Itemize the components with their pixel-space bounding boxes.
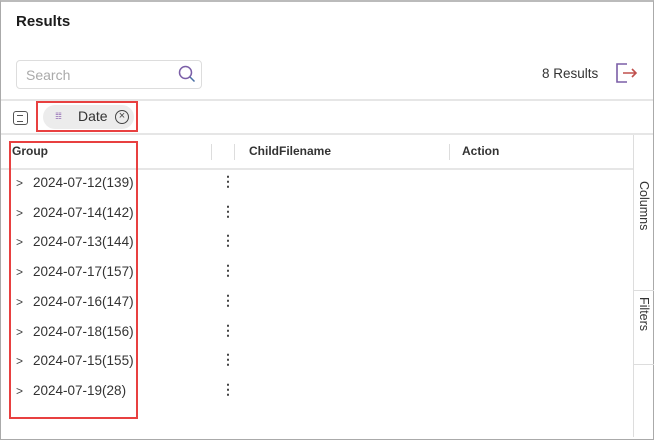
column-header-action[interactable]: Action	[462, 144, 500, 158]
divider	[1, 99, 653, 101]
drag-grip-icon[interactable]: ⁞⁞⁞⁞	[55, 111, 62, 121]
kebab-menu-icon[interactable]: ⋮	[221, 232, 235, 249]
group-panel-icon[interactable]	[13, 111, 28, 125]
chevron-right-icon[interactable]: >	[16, 176, 24, 190]
kebab-menu-icon[interactable]: ⋮	[221, 173, 235, 189]
side-panel: Columns Filters	[633, 135, 654, 437]
column-header-group[interactable]: Group	[12, 144, 48, 158]
kebab-menu-icon[interactable]: ⋮	[221, 380, 235, 397]
group-label: 2024-07-16(147)	[33, 293, 134, 309]
group-chip-date[interactable]: ⁞⁞⁞⁞ Date ×	[43, 105, 134, 129]
tab-filters[interactable]: Filters	[634, 291, 654, 365]
group-label: 2024-07-18(156)	[33, 323, 134, 339]
chevron-right-icon[interactable]: >	[16, 324, 24, 339]
group-label: 2024-07-13(144)	[33, 234, 134, 250]
kebab-menu-icon[interactable]: ⋮	[221, 202, 235, 219]
group-label: 2024-07-12(139)	[33, 175, 134, 190]
search-icon[interactable]	[178, 65, 196, 83]
column-separator[interactable]	[234, 144, 235, 160]
chevron-right-icon[interactable]: >	[16, 383, 24, 398]
group-label: 2024-07-17(157)	[33, 264, 134, 280]
chevron-right-icon[interactable]: >	[16, 235, 24, 250]
group-label: 2024-07-15(155)	[33, 353, 134, 369]
results-count: 8 Results	[542, 66, 599, 81]
search-input[interactable]	[16, 60, 202, 89]
group-label: 2024-07-19(28)	[33, 382, 127, 398]
columns-tab-label: Columns	[637, 181, 651, 231]
filters-tab-label: Filters	[637, 297, 651, 332]
kebab-menu-icon[interactable]: ⋮	[221, 321, 235, 338]
chip-label: Date	[78, 108, 108, 124]
page-title: Results	[16, 13, 71, 30]
kebab-menu-icon[interactable]: ⋮	[221, 291, 235, 308]
chevron-right-icon[interactable]: >	[16, 205, 24, 220]
chevron-right-icon[interactable]: >	[16, 294, 24, 309]
column-separator[interactable]	[449, 144, 450, 160]
export-icon[interactable]	[614, 62, 638, 84]
divider	[1, 133, 653, 135]
chevron-right-icon[interactable]: >	[16, 354, 24, 369]
kebab-menu-icon[interactable]: ⋮	[221, 262, 235, 279]
tab-columns[interactable]: Columns	[634, 175, 654, 291]
column-separator[interactable]	[211, 144, 212, 160]
chevron-right-icon[interactable]: >	[16, 265, 24, 280]
group-label: 2024-07-14(142)	[33, 204, 134, 220]
header-divider	[1, 168, 633, 170]
kebab-menu-icon[interactable]: ⋮	[221, 351, 235, 368]
column-header-childfilename[interactable]: ChildFilename	[249, 144, 332, 158]
close-circle-icon[interactable]: ×	[115, 110, 129, 124]
